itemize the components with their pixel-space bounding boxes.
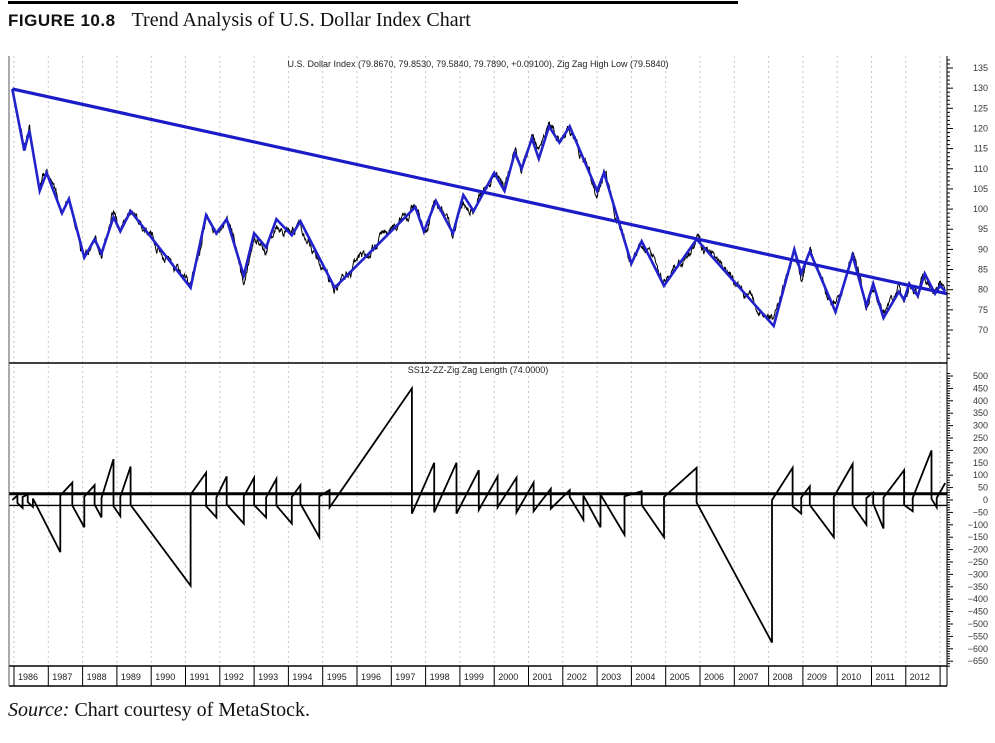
xaxis-year-label: 2003 [601,672,621,682]
yaxis-tick-label: 125 [973,103,988,113]
xaxis-year-label: 1998 [430,672,450,682]
xaxis-year-label: 1991 [190,672,210,682]
yaxis-tick-label: 400 [973,396,988,406]
yaxis-tick-label: −350 [968,582,988,592]
yaxis-tick-label: 500 [973,371,988,381]
xaxis-year-label: 2002 [567,672,587,682]
yaxis-tick-label: 100 [973,204,988,214]
yaxis-tick-label: 135 [973,63,988,73]
yaxis-tick-label: 85 [978,265,988,275]
xaxis-year-label: 1995 [327,672,347,682]
xaxis-year-label: 1992 [224,672,244,682]
xaxis-year-label: 1989 [121,672,141,682]
xaxis-year-label: 2007 [738,672,758,682]
price-panel-title: U.S. Dollar Index (79.8670, 79.8530, 79.… [287,59,668,69]
yaxis-tick-label: 110 [974,164,988,174]
yaxis-tick-label: 150 [973,458,988,468]
yaxis-tick-label: −150 [968,532,988,542]
yaxis-tick-label: 115 [974,144,988,154]
yaxis-tick-label: 120 [973,123,988,133]
yaxis-tick-label: 200 [973,445,988,455]
xaxis-year-label: 2010 [841,672,861,682]
xaxis-year-label: 1994 [292,672,312,682]
yaxis-tick-label: −650 [968,656,988,666]
figure-caption: FIGURE 10.8 Trend Analysis of U.S. Dollar… [8,9,908,32]
yaxis-tick-label: 300 [973,421,988,431]
yaxis-tick-label: −250 [968,557,988,567]
yaxis-tick-label: −600 [968,644,988,654]
xaxis-year-label: 1993 [258,672,278,682]
xaxis-year-label: 2012 [910,672,930,682]
yaxis-tick-label: −100 [968,520,988,530]
yaxis-tick-label: 95 [978,224,988,234]
yaxis-tick-label: 50 [978,483,988,493]
yaxis-tick-label: 100 [973,470,988,480]
figure-title: Trend Analysis of U.S. Dollar Index Char… [131,9,471,31]
yaxis-tick-label: −550 [968,631,988,641]
figure-top-rule [8,1,738,4]
xaxis-year-label: 2011 [876,672,895,682]
yaxis-tick-label: −300 [968,569,988,579]
xaxis-year-label: 1990 [155,672,175,682]
source-prefix: Source: [8,699,70,721]
yaxis-tick-label: 70 [978,325,988,335]
xaxis-year-label: 1999 [464,672,484,682]
xaxis-year-label: 2008 [773,672,793,682]
yaxis-tick-label: 75 [978,305,988,315]
figure-source: Source: Chart courtesy of MetaStock. [8,699,310,722]
yaxis-tick-label: 350 [973,408,988,418]
yaxis-tick-label: −50 [973,507,988,517]
xaxis-year-label: 2000 [498,672,518,682]
yaxis-tick-label: 250 [973,433,988,443]
yaxis-tick-label: −200 [968,545,988,555]
xaxis-year-label: 1986 [18,672,38,682]
figure-label: FIGURE 10.8 [8,11,116,30]
yaxis-tick-label: −500 [968,619,988,629]
xaxis-year-label: 2006 [704,672,724,682]
xaxis-year-label: 2001 [533,672,553,682]
yaxis-tick-label: 90 [978,244,988,254]
downtrend-line [11,87,948,296]
indicator-panel-title: SS12-ZZ-Zig Zag Length (74.0000) [408,365,549,375]
yaxis-tick-label: 450 [973,383,988,393]
xaxis-year-label: 2005 [670,672,690,682]
xaxis-year-label: 1988 [87,672,107,682]
yaxis-tick-label: 130 [973,83,988,93]
yaxis-tick-label: −400 [968,594,988,604]
yaxis-tick-label: 105 [973,184,988,194]
yaxis-tick-label: 0 [983,495,988,505]
yaxis-tick-label: −450 [968,607,988,617]
source-text: Chart courtesy of MetaStock. [69,699,310,721]
xaxis-year-label: 2004 [635,672,655,682]
zigzag-length-line [11,385,946,644]
yaxis-tick-label: 80 [978,285,988,295]
xaxis-year-label: 2009 [807,672,827,682]
xaxis-year-label: 1997 [395,672,415,682]
xaxis-year-label: 1996 [361,672,381,682]
zigzag-highlow-line [11,88,947,329]
xaxis-year-label: 1987 [52,672,72,682]
